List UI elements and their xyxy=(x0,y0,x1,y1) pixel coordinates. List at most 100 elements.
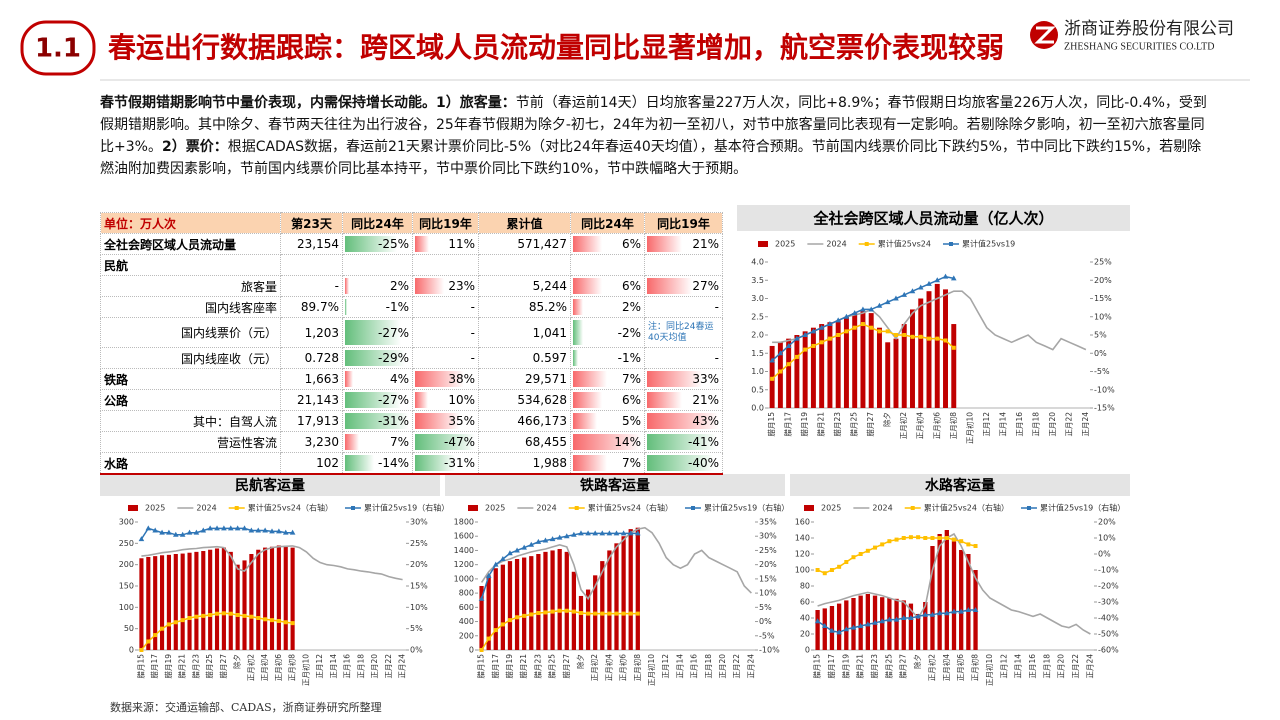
legend-label: 累计值25vs24（右轴） xyxy=(924,503,1009,513)
table-cell: -27% xyxy=(342,389,413,411)
point xyxy=(564,608,569,613)
table-cell: 国内线座收（元） xyxy=(100,347,281,369)
bar xyxy=(493,568,498,650)
chart-title: 民航客运量 xyxy=(235,477,305,494)
point xyxy=(803,347,808,352)
positive-data-bar xyxy=(573,434,641,450)
legend-label: 2025 xyxy=(485,504,505,513)
table-cell: 6% xyxy=(570,275,645,297)
legend-marker xyxy=(350,506,355,510)
positive-data-bar xyxy=(573,455,607,471)
x-tick-label: 正月12 xyxy=(661,654,670,679)
point xyxy=(276,528,282,534)
legend-label: 累计值25vs19（右轴） xyxy=(704,503,789,513)
bar xyxy=(827,322,833,408)
cell-text: 7% xyxy=(621,456,641,470)
table-cell: 11% xyxy=(412,233,479,255)
bar xyxy=(819,324,825,408)
y-tick-label: 20 xyxy=(800,630,810,639)
bar xyxy=(966,554,971,650)
point xyxy=(152,527,158,533)
table-cell: - xyxy=(412,347,479,369)
bar xyxy=(944,530,949,650)
point xyxy=(592,530,598,536)
bar xyxy=(578,595,584,650)
y-tick-label: 0 xyxy=(469,646,474,655)
point xyxy=(535,538,542,544)
table-row: 国内线座收（元） 0.728 -29% - 0.597 -1% - xyxy=(100,347,723,369)
line xyxy=(141,545,403,581)
x-tick-label: 腊月23 xyxy=(833,412,842,437)
point xyxy=(843,313,850,319)
point xyxy=(835,317,841,323)
positive-data-bar xyxy=(415,392,428,408)
bar xyxy=(614,543,619,650)
x-tick-label: 正月14 xyxy=(998,412,1007,437)
y-tick-label: 4.0 xyxy=(751,258,764,267)
x-tick-label: 正月18 xyxy=(1031,412,1040,437)
negative-data-bar xyxy=(345,455,374,471)
table-cell: 2% xyxy=(342,275,413,297)
table-cell: - xyxy=(412,317,479,348)
line xyxy=(480,526,752,601)
company-name-en: ZHESHANG SECURITIES CO.LTD xyxy=(1064,41,1214,52)
x-tick-label: 腊月25 xyxy=(548,654,557,679)
point xyxy=(600,611,605,616)
cell-text: -25% xyxy=(377,237,409,251)
cell-text: -31% xyxy=(377,414,409,428)
point xyxy=(521,544,527,550)
point xyxy=(200,527,207,533)
y2-tick-label: 0% xyxy=(759,617,772,626)
x-tick-label: 腊月15 xyxy=(477,654,486,679)
y2-tick-label: 25% xyxy=(1094,258,1112,267)
bar xyxy=(852,313,858,408)
bar xyxy=(786,338,792,408)
point xyxy=(908,535,913,540)
point xyxy=(571,531,577,537)
point xyxy=(909,288,916,294)
legend-label: 累计值25vs24（右轴） xyxy=(248,503,333,513)
bar xyxy=(550,550,555,650)
chart-title-band xyxy=(100,474,440,496)
point xyxy=(214,525,220,531)
bar xyxy=(585,589,591,650)
x-tick-label: 正月16 xyxy=(343,654,352,679)
legend-swatch xyxy=(468,505,478,511)
table-cell: 17,913 xyxy=(280,410,343,432)
table-row: 水路 102 -14% -31% 1,988 7% -40% xyxy=(100,452,723,475)
negative-data-bar xyxy=(573,320,583,345)
chart-title: 铁路客运量 xyxy=(580,477,650,494)
table-cell: 1,988 xyxy=(478,452,571,475)
point xyxy=(180,618,185,623)
table-cell: 营运性客流 xyxy=(100,431,281,453)
legend-label: 2025 xyxy=(775,240,795,249)
point xyxy=(542,537,549,543)
table-cell: 1,203 xyxy=(280,317,343,348)
y-tick-label: 0.0 xyxy=(751,404,764,413)
point xyxy=(549,536,556,542)
table-cell: 21% xyxy=(644,233,723,255)
point xyxy=(894,537,899,542)
bar xyxy=(908,603,914,650)
y2-tick-label: 20% xyxy=(759,560,777,569)
point xyxy=(922,611,929,617)
intro-text: 节前（春运前14天）日均旅客量227万人次，同比+8.9%；春节假期日均旅客量2… xyxy=(100,95,1207,155)
y2-tick-label: -5% xyxy=(1094,367,1110,376)
cell-text: - xyxy=(470,325,475,340)
bar xyxy=(607,550,612,650)
table-cell: -29% xyxy=(342,347,413,369)
x-tick-label: 腊月17 xyxy=(784,412,793,437)
point xyxy=(943,338,948,343)
point xyxy=(593,611,598,616)
bar xyxy=(249,554,254,650)
y2-tick-label: -10% xyxy=(1094,385,1115,394)
x-tick-label: 正月初4 xyxy=(915,412,925,439)
point xyxy=(930,536,935,540)
cell-text: 27% xyxy=(692,279,719,293)
bar xyxy=(910,309,915,408)
cell-text: 3,230 xyxy=(304,435,339,449)
point xyxy=(186,529,193,535)
table-cell: 21% xyxy=(644,389,723,411)
cell-text: 0.728 xyxy=(304,351,339,365)
point xyxy=(935,336,940,341)
